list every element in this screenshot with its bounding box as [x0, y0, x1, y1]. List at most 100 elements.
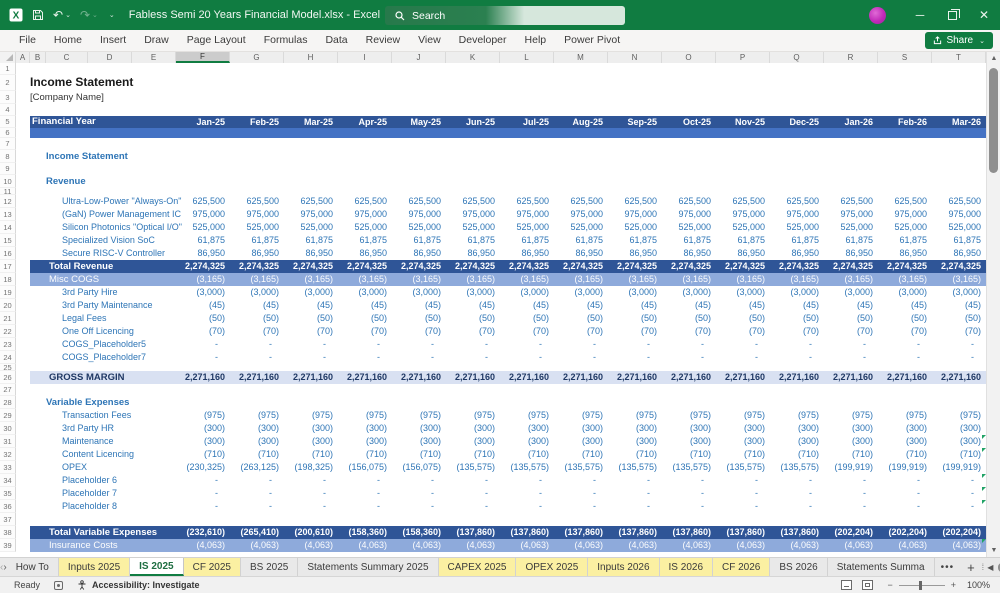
row-label[interactable]: Specialized Vision SoC [62, 235, 155, 245]
row-label[interactable]: COGS_Placeholder5 [62, 339, 147, 349]
month-header-Jun-25[interactable]: Jun-25 [465, 117, 495, 127]
cell[interactable]: (137,860) [618, 527, 657, 537]
cell[interactable]: (4,063) [466, 540, 495, 550]
cell[interactable]: (70) [802, 326, 819, 336]
cell[interactable]: - [377, 501, 380, 511]
cell[interactable]: (70) [694, 326, 711, 336]
row-label[interactable]: Transaction Fees [62, 410, 132, 420]
cell[interactable]: - [701, 352, 704, 362]
cell[interactable]: - [863, 352, 866, 362]
cell[interactable]: 975,000 [732, 209, 765, 219]
cell[interactable]: (300) [473, 436, 495, 446]
month-header-Dec-25[interactable]: Dec-25 [789, 117, 819, 127]
cell[interactable]: (45) [802, 300, 819, 310]
cell[interactable]: 2,271,160 [724, 372, 765, 382]
row-label[interactable]: Placeholder 8 [62, 501, 118, 511]
row-number-20[interactable]: 20 [0, 299, 16, 312]
cell[interactable]: (50) [478, 313, 495, 323]
cell[interactable]: (710) [959, 449, 981, 459]
cell[interactable]: (50) [208, 313, 225, 323]
cell[interactable]: (3,165) [844, 274, 873, 284]
row-number-12[interactable]: 12 [0, 195, 16, 208]
cell[interactable]: 86,950 [305, 248, 333, 258]
cell[interactable]: (300) [635, 436, 657, 446]
row-number-15[interactable]: 15 [0, 234, 16, 247]
row-number-33[interactable]: 33 [0, 461, 16, 474]
column-header-C[interactable]: C [46, 52, 88, 63]
cell[interactable]: (70) [910, 326, 927, 336]
cell[interactable]: (70) [586, 326, 603, 336]
row-number-24[interactable]: 24 [0, 351, 16, 364]
cell[interactable]: - [485, 475, 488, 485]
cell[interactable]: - [755, 475, 758, 485]
cell[interactable]: (50) [424, 313, 441, 323]
cell[interactable]: (300) [851, 436, 873, 446]
cell[interactable]: 2,271,160 [346, 372, 387, 382]
cell[interactable]: 86,950 [737, 248, 765, 258]
month-header-Jan-26[interactable]: Jan-26 [844, 117, 873, 127]
cell[interactable]: 525,000 [678, 222, 711, 232]
cell[interactable]: (158,360) [402, 527, 441, 537]
cell[interactable]: 86,950 [629, 248, 657, 258]
search-input[interactable]: Search [385, 6, 625, 25]
menu-tab-view[interactable]: View [418, 34, 441, 46]
cell[interactable]: 625,500 [354, 196, 387, 206]
row-label[interactable]: Insurance Costs [49, 540, 118, 551]
zoom-out-icon[interactable]: − [887, 580, 893, 590]
cell[interactable]: (300) [797, 436, 819, 446]
cell[interactable]: (4,063) [790, 540, 819, 550]
row-number-31[interactable]: 31 [0, 435, 16, 448]
cell[interactable]: 975,000 [678, 209, 711, 219]
cell[interactable]: (300) [635, 423, 657, 433]
cell[interactable]: 61,875 [197, 235, 225, 245]
row-number-4[interactable]: 4 [0, 104, 16, 116]
cell[interactable]: 2,274,325 [778, 261, 819, 271]
column-header-I[interactable]: I [338, 52, 392, 63]
cell[interactable]: 625,500 [894, 196, 927, 206]
section-label[interactable]: Revenue [46, 176, 86, 187]
cell[interactable]: - [809, 339, 812, 349]
row-number-14[interactable]: 14 [0, 221, 16, 234]
cell[interactable]: (975) [797, 410, 819, 420]
cell[interactable]: (300) [419, 423, 441, 433]
cell[interactable]: (4,063) [736, 540, 765, 550]
row-number-23[interactable]: 23 [0, 338, 16, 351]
cell[interactable]: 2,271,160 [238, 372, 279, 382]
cell[interactable]: 2,271,160 [886, 372, 927, 382]
menu-tab-insert[interactable]: Insert [99, 34, 127, 46]
cell[interactable]: 975,000 [246, 209, 279, 219]
row-number-17[interactable]: 17 [0, 260, 16, 273]
cell[interactable]: (300) [203, 423, 225, 433]
cell[interactable]: (3,165) [250, 274, 279, 284]
cell[interactable]: (135,575) [726, 462, 765, 472]
cell[interactable]: (137,860) [726, 527, 765, 537]
menu-tab-data[interactable]: Data [325, 34, 348, 46]
cell[interactable]: - [539, 339, 542, 349]
cell[interactable]: (300) [905, 423, 927, 433]
cell[interactable]: 2,274,325 [562, 261, 603, 271]
cell[interactable]: (3,165) [520, 274, 549, 284]
cell[interactable]: - [971, 501, 974, 511]
cell[interactable]: (3,000) [628, 287, 657, 297]
cell[interactable]: - [431, 501, 434, 511]
zoom-slider[interactable] [898, 580, 945, 590]
cell[interactable]: - [809, 501, 812, 511]
cell[interactable]: (45) [370, 300, 387, 310]
cell[interactable]: 2,274,325 [454, 261, 495, 271]
cell[interactable]: (710) [473, 449, 495, 459]
sheet-tab-inputs-2026[interactable]: Inputs 2026 [588, 558, 660, 576]
cell[interactable]: 86,950 [251, 248, 279, 258]
cell[interactable]: 625,500 [732, 196, 765, 206]
cell[interactable]: (4,063) [844, 540, 873, 550]
cell[interactable]: (975) [257, 410, 279, 420]
cell[interactable]: (50) [316, 313, 333, 323]
month-header-Apr-25[interactable]: Apr-25 [358, 117, 387, 127]
vertical-scrollbar[interactable]: ▲ ▼ [986, 52, 1000, 557]
cell[interactable]: (300) [473, 423, 495, 433]
cell[interactable]: (3,000) [682, 287, 711, 297]
cell[interactable]: (45) [424, 300, 441, 310]
cell[interactable]: 975,000 [192, 209, 225, 219]
cell[interactable]: 525,000 [516, 222, 549, 232]
cell[interactable]: (45) [478, 300, 495, 310]
cell[interactable]: - [863, 501, 866, 511]
